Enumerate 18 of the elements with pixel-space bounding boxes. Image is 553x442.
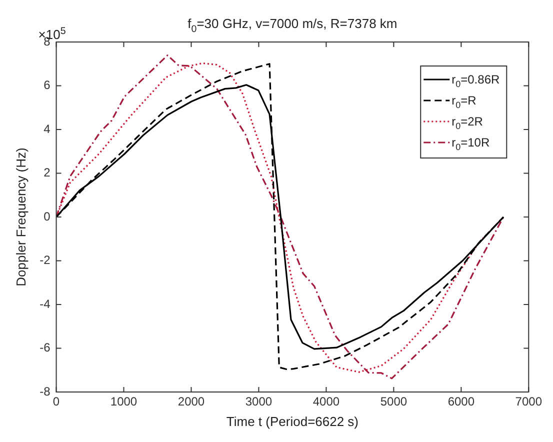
x-tick-label: 5000 xyxy=(380,394,408,409)
x-tick-label: 3000 xyxy=(245,394,272,409)
y-tick-label: 0 xyxy=(44,209,51,224)
y-tick-label: -4 xyxy=(40,296,51,311)
y-tick-label: 6 xyxy=(44,78,51,92)
y-tick-label: 2 xyxy=(44,166,51,180)
y-tick-label: -6 xyxy=(40,340,51,355)
y-axis-title: Doppler Frequency (Hz) xyxy=(13,148,28,286)
x-tick-label: 6000 xyxy=(448,394,475,409)
x-tick-label: 1000 xyxy=(110,394,138,409)
x-tick-label: 2000 xyxy=(178,394,205,409)
x-tick-label: 4000 xyxy=(312,394,340,409)
y-tick-label: 4 xyxy=(44,122,51,136)
y-tick-label: -8 xyxy=(40,384,51,398)
x-tick-label: 7000 xyxy=(515,394,542,409)
x-tick-label: 0 xyxy=(52,394,60,409)
x-axis-title: Time t (Period=6622 s) xyxy=(226,414,359,429)
y-tick-label: -2 xyxy=(40,253,51,268)
